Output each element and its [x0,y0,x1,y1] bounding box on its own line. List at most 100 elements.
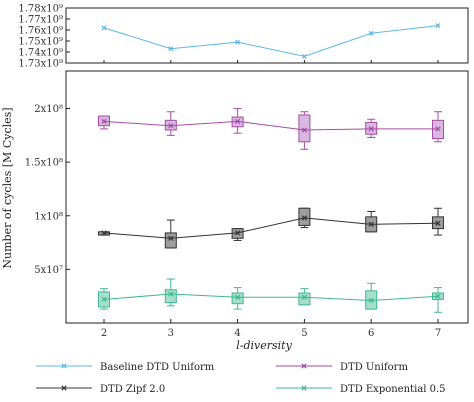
box-body [164,232,177,249]
marker-stroke [168,235,174,241]
x-axis-label: l-diversity [236,339,292,352]
series-point [301,215,308,221]
bottom-panel-series [98,108,444,313]
series-point [101,118,107,125]
box-plot [231,228,244,241]
marker-stroke [368,221,374,227]
marker-stroke [168,46,174,52]
marker-stroke [301,215,308,221]
marker-stroke [301,127,308,133]
box-body [231,292,244,305]
legend-entry: DTD Exponential 0.5 [276,384,446,395]
box-plot [164,111,177,136]
series-line [103,120,438,131]
top-y-tick-label: 1.75x10⁹ [18,37,63,48]
series-point [168,291,174,297]
marker-stroke [301,53,307,59]
series-point [168,235,174,241]
top-y-tick-label: 1.77x10⁹ [18,15,63,26]
bottom-y-tick-label: 1.5x10⁸ [25,158,63,169]
marker-stroke [101,230,107,236]
box-plot [164,219,177,249]
marker-stroke [368,30,374,36]
marker-stroke [234,118,241,125]
top-panel-series [101,23,441,59]
x-tick-label: 2 [101,328,107,339]
top-y-tick-label: 1.74x10⁹ [18,48,63,59]
baseline-series-point [368,30,374,36]
box-body [164,289,177,304]
series-point [101,230,107,236]
box-plot [231,287,244,310]
top-y-tick-label: 1.76x10⁹ [18,26,63,37]
marker-stroke [301,294,308,300]
box-plot [432,287,444,313]
series-dtd-exponential-0-5 [98,278,444,313]
x-tick-label: 3 [168,328,174,339]
marker-stroke [168,291,174,297]
bottom-panel-frame [65,70,469,324]
series-point [435,220,441,226]
box-body [298,114,311,143]
series-point [368,126,374,132]
series-point [101,296,107,303]
bottom-y-axis: 5x10⁷ 1x10⁸ 1.5x10⁸ 2x10⁸ [25,104,70,276]
bottom-y-tick-label: 1x10⁸ [34,211,63,222]
legend-entry: Baseline DTD Uniform [36,362,215,373]
marker-stroke [101,25,107,31]
bottom-y-tick-label: 5x10⁷ [34,265,63,276]
series-point [234,294,241,300]
baseline-series-line [103,25,439,57]
marker-stroke [168,123,174,129]
legend-entry: DTD Uniform [276,362,408,373]
marker-stroke [61,385,67,391]
series-point [234,118,241,125]
series-point [234,230,241,236]
marker-stroke [234,294,241,300]
box-plot [365,210,378,233]
x-tick-label: 5 [301,328,307,339]
bottom-y-tick-label: 2x10⁸ [34,104,63,115]
marker-stroke [301,385,307,391]
box-body [298,207,311,226]
top-y-axis: 1.73x10⁹1.74x10⁹1.75x10⁹1.76x10⁹1.77x10⁹… [18,4,70,70]
series-point [435,293,441,299]
series-point [368,297,374,304]
marker-stroke [435,23,441,29]
legend-swatch-marker [61,363,67,369]
marker-stroke [101,118,107,125]
series-point [368,221,374,227]
box-body [298,292,311,306]
box-plot [432,207,444,236]
box-plot [164,278,177,307]
legend-label: DTD Zipf 2.0 [100,384,165,395]
top-y-tick-label: 1.73x10⁹ [18,59,63,70]
x-tick-label: 7 [435,328,441,339]
x-tick-label: 4 [234,328,240,339]
legend-swatch-marker [301,363,307,369]
box-plot [365,282,378,310]
marker-stroke [435,220,441,226]
series-line [103,293,439,301]
series-point [435,126,441,132]
baseline-series-point [435,23,441,29]
box-plot [432,111,444,143]
marker-stroke [368,126,374,132]
legend-label: DTD Exponential 0.5 [340,384,446,395]
legend-label: DTD Uniform [340,362,408,373]
legend: Baseline DTD Uniform DTD Uniform DTD Zipf … [36,362,446,395]
x-tick-label: 6 [368,328,374,339]
baseline-series-point [301,53,307,59]
box-plot [98,115,110,130]
legend-entry: DTD Zipf 2.0 [36,384,165,395]
baseline-series-point [168,46,174,52]
series-point [168,123,174,129]
series-dtd-zipf-2-0 [98,207,444,249]
legend-label: Baseline DTD Uniform [100,362,215,373]
series-line [103,217,439,239]
legend-swatch-marker [61,385,67,391]
legend-swatch-marker [301,385,307,391]
marker-stroke [61,363,67,369]
baseline-series-point [101,25,107,31]
